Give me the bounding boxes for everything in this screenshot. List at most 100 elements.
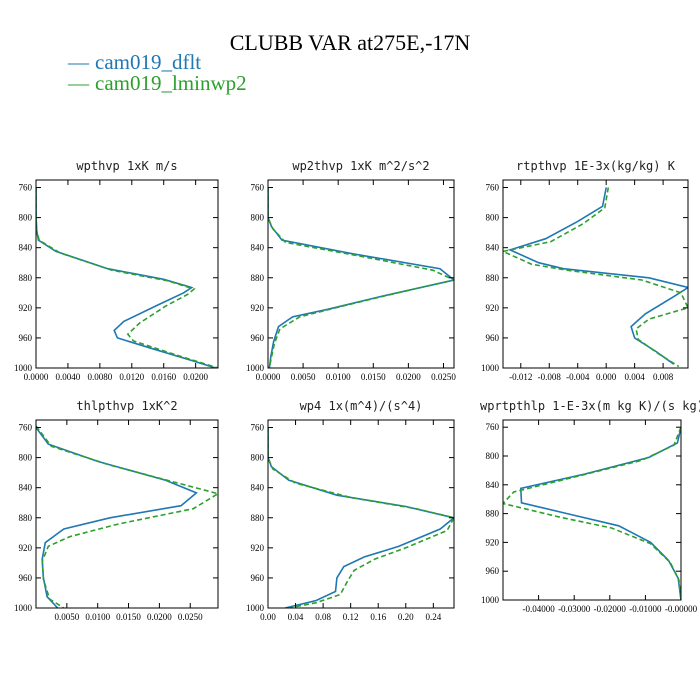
y-tick-label: 880	[19, 513, 33, 523]
y-tick-label: 840	[251, 243, 265, 253]
x-tick-label: 0.0100	[85, 612, 110, 622]
y-tick-label: 800	[19, 213, 33, 223]
panel-4: wp4 1x(m^4)/(s^4)76080084088092096010000…	[246, 399, 455, 622]
series-line-1	[36, 425, 218, 608]
panel-0: wpthvp 1xK m/s76080084088092096010000.00…	[14, 159, 219, 382]
legend-label-lminwp2: cam019_lminwp2	[95, 71, 247, 95]
x-tick-label: -0.01000	[629, 604, 662, 614]
x-tick-label: 0.04	[288, 612, 304, 622]
y-tick-label: 960	[486, 566, 500, 576]
x-tick-label: 0.0250	[431, 372, 456, 382]
plot-frame	[35, 419, 219, 609]
panel-1: wp2thvp 1xK m^2/s^2 760 800 840 880 920 960 100…	[246, 159, 456, 382]
x-tick-label: -0.03000	[558, 604, 591, 614]
x-tick-label: 0.0150	[116, 612, 141, 622]
series-line-0	[507, 187, 688, 365]
y-tick-label: 800	[251, 453, 265, 463]
x-tick-label: 0.0200	[396, 372, 421, 382]
series-line-1	[36, 187, 218, 368]
x-tick-label: -0.012	[509, 372, 532, 382]
y-tick-label: 960	[251, 573, 265, 583]
panel-title: wpthvp 1xK m/s	[76, 159, 177, 173]
y-tick-label: 840	[486, 243, 500, 253]
series-line-0	[36, 187, 216, 368]
plot-frame	[267, 419, 455, 609]
series-line-0	[268, 427, 454, 608]
x-tick-label: 0.12	[343, 612, 359, 622]
series-line-1	[503, 426, 681, 600]
y-tick-label: 760	[486, 183, 500, 193]
x-tick-label: 0.0200	[147, 612, 172, 622]
y-tick-label: 880	[486, 273, 500, 283]
y-tick-label: 800	[251, 213, 265, 223]
y-tick-label: 760	[251, 423, 265, 433]
y-tick-label: 960	[19, 333, 33, 343]
plot-frame	[35, 179, 219, 369]
y-tick-label: 800	[19, 453, 33, 463]
y-tick-label: 1000	[246, 603, 265, 613]
y-tick-label: 880	[251, 513, 265, 523]
y-tick-label: 760	[486, 422, 500, 432]
x-tick-label: 0.0040	[56, 372, 81, 382]
x-tick-label: 0.0000	[256, 372, 281, 382]
figure-title: CLUBB VAR at275E,-17N	[229, 30, 471, 55]
panel-5: wprtpthlp 1-E-3x(m kg K)/(s kg) 760 800 840…	[480, 399, 700, 614]
y-tick-label: 840	[19, 483, 33, 493]
series-line-0	[519, 427, 681, 600]
y-tick-label: 920	[251, 543, 265, 553]
x-tick-label: 0.24	[425, 612, 441, 622]
y-tick-label: 1000	[246, 363, 265, 373]
y-tick-label: 920	[19, 303, 33, 313]
y-tick-label: 920	[486, 537, 500, 547]
series-line-0	[36, 427, 198, 608]
series-line-1	[503, 187, 688, 368]
x-tick-label: 0.0050	[54, 612, 79, 622]
y-tick-label: 800	[486, 451, 500, 461]
legend-line-dflt: —	[68, 50, 89, 74]
x-tick-label: 0.0200	[183, 372, 208, 382]
series-line-0	[268, 187, 454, 368]
x-tick-label: 0.16	[370, 612, 386, 622]
y-tick-label: 1000	[481, 595, 500, 605]
panel-title: rtpthvp 1E-3x(kg/kg) K	[516, 159, 676, 173]
panel-2: rtpthvp 1E-3x(kg/kg) K 760 800 840 880 920 960…	[481, 159, 689, 382]
y-tick-label: 760	[19, 423, 33, 433]
x-tick-label: 0.004	[625, 372, 646, 382]
plot-frame	[267, 179, 455, 369]
series-line-1	[268, 187, 454, 368]
y-tick-label: 800	[486, 213, 500, 223]
x-tick-label: 0.0080	[87, 372, 112, 382]
y-tick-label: 1000	[481, 363, 500, 373]
panel-title: thlpthvp 1xK^2	[76, 399, 177, 413]
plot-frame	[502, 179, 689, 369]
y-tick-label: 1000	[14, 363, 33, 373]
legend-entry-dflt: — cam019_dflt	[68, 50, 201, 75]
x-tick-label: -0.004	[566, 372, 590, 382]
y-tick-label: 960	[251, 333, 265, 343]
x-tick-label: 0.0250	[178, 612, 203, 622]
panel-title: wprtpthlp 1-E-3x(m kg K)/(s kg)	[480, 399, 700, 413]
plot-frame	[502, 419, 682, 601]
y-tick-label: 920	[486, 303, 500, 313]
series-line-1	[268, 427, 454, 608]
x-tick-label: 0.00	[260, 612, 276, 622]
y-tick-label: 840	[251, 483, 265, 493]
y-tick-label: 840	[486, 480, 500, 490]
y-tick-label: 960	[486, 333, 500, 343]
y-tick-label: 880	[486, 509, 500, 519]
x-tick-label: -0.008	[538, 372, 562, 382]
x-tick-label: 0.0160	[151, 372, 176, 382]
legend-entry-lminwp2: — cam019_lminwp2	[68, 71, 247, 96]
y-tick-label: 760	[19, 183, 33, 193]
x-tick-label: 0.0120	[119, 372, 144, 382]
y-tick-label: 880	[19, 273, 33, 283]
panel-title: wp2thvp 1xK m^2/s^2	[292, 159, 429, 173]
legend-label-dflt: cam019_dflt	[95, 50, 202, 74]
y-tick-label: 920	[19, 543, 33, 553]
x-tick-label: 0.0150	[361, 372, 386, 382]
legend-line-lminwp2: —	[68, 71, 89, 95]
x-tick-label: 0.20	[398, 612, 414, 622]
panel-3: thlpthvp 1xK^2 760 800 840 880 920 960 1000 0.00…	[14, 399, 219, 622]
x-tick-label: -0.00000	[665, 604, 698, 614]
